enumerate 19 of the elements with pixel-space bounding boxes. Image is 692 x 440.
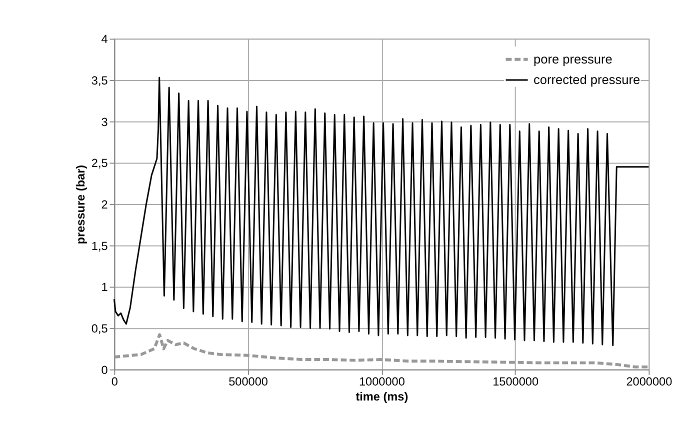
y-tick-label: 0	[101, 362, 108, 377]
x-axis-title: time (ms)	[356, 389, 408, 404]
x-tick-label: 500000	[228, 374, 268, 389]
y-tick-label: 2	[101, 197, 108, 212]
x-tick-label: 1500000	[492, 374, 539, 389]
y-tick-label: 2,5	[91, 156, 108, 170]
x-tick-label: 0	[111, 374, 118, 389]
line-series	[113, 76, 650, 346]
y-tick-label: 3,5	[91, 73, 108, 88]
y-axis-title: pressure (bar)	[73, 164, 88, 244]
y-tick-label: 1	[101, 280, 108, 294]
y-tick-label: 4	[101, 32, 108, 46]
y-tick-label: 3	[101, 114, 108, 129]
x-tick-label: 2000000	[626, 374, 673, 389]
x-tick-label: 1000000	[358, 374, 406, 389]
y-tick-label: 0,5	[91, 322, 108, 336]
y-tick-label: 1,5	[91, 238, 108, 253]
legend-label: pore pressure	[534, 51, 612, 66]
legend-label: corrected pressure	[534, 72, 640, 87]
